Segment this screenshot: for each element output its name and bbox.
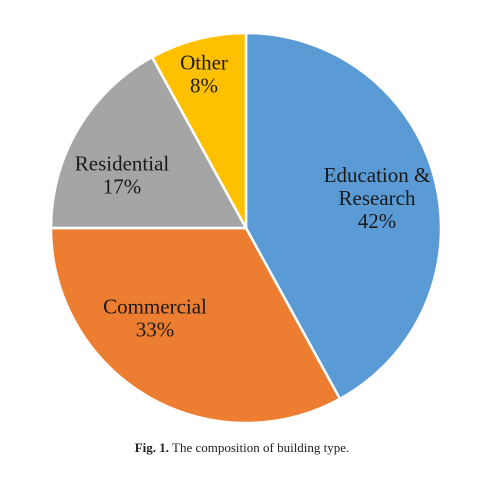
slice-percent-label: 33% [136, 317, 175, 341]
figure-caption: Fig. 1. The composition of building type… [0, 440, 484, 456]
slice-percent-label: 42% [358, 209, 397, 233]
slice-commercial [49, 226, 342, 425]
pie-slices [49, 31, 443, 425]
slice-other [150, 31, 248, 229]
pie-labels: Education & Research 42% Commercial 33% Resid… [75, 50, 431, 341]
slice-category-label: Commercial [103, 294, 207, 318]
slice-category-label: Education & [324, 163, 431, 187]
figure-number: Fig. 1. [134, 440, 169, 455]
slice-label-residential: Residential 17% [75, 151, 170, 198]
slice-label-education-research: Education & Research 42% [324, 163, 431, 233]
slice-label-other: Other 8% [180, 50, 228, 97]
slice-residential [49, 55, 249, 230]
slice-category-label: Research [339, 186, 416, 210]
slice-category-label: Other [180, 50, 228, 74]
caption-text: The composition of building type. [172, 440, 350, 455]
slice-percent-label: 8% [190, 73, 218, 97]
slice-education-research [244, 31, 443, 401]
slice-category-label: Residential [75, 151, 170, 175]
slice-percent-label: 17% [103, 174, 142, 198]
pie-chart: Education & Research 42% Commercial 33% Resid… [49, 31, 443, 425]
slice-label-commercial: Commercial 33% [103, 294, 207, 341]
